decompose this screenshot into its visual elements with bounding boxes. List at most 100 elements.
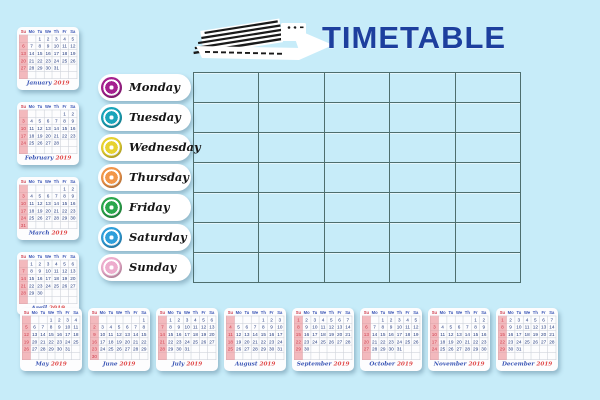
calendar-day-cell: 11 xyxy=(27,124,36,133)
day-pill-sunday[interactable]: Sunday xyxy=(98,253,191,281)
timetable-cell-r7c1[interactable] xyxy=(194,253,260,283)
timetable-cell-r6c4[interactable] xyxy=(390,223,456,253)
calendar-day-cell: 7 xyxy=(51,117,61,125)
calendar-day-cell: 28 xyxy=(51,138,61,147)
calendar-day-cell: 18 xyxy=(438,337,447,346)
calendar-day-cell xyxy=(514,352,524,360)
calendar-day-cell xyxy=(242,315,252,324)
calendar-day-cell: 27 xyxy=(539,337,548,346)
timetable-cell-r1c4[interactable] xyxy=(390,73,456,103)
timetable-cell-r5c3[interactable] xyxy=(324,193,391,223)
calendar-card-october[interactable]: Su Mo Tu We Th Fr Sa 1 2 3 4 5 6 7 8 9 10 11 12 13 14 15 16 17 1… xyxy=(360,308,422,371)
calendar-day-cell: 16 xyxy=(54,330,64,339)
calendar-day-cell xyxy=(370,315,379,324)
calendar-card-november[interactable]: Su Mo Tu We Th Fr Sa 1 2 3 4 5 6 7 8 9 10 11 12 13 14 15 16 17 1… xyxy=(428,308,490,371)
day-pill-monday[interactable]: Monday xyxy=(98,73,191,101)
calendar-day-cell: 5 xyxy=(530,315,540,324)
timetable-cell-r6c3[interactable] xyxy=(324,223,391,253)
timetable-cell-r4c2[interactable] xyxy=(259,163,325,193)
calendar-day-cell: 12 xyxy=(35,124,45,133)
calendar-card-february[interactable]: Su Mo Tu We Th Fr Sa 1 2 3 4 5 6 7 8 9 10 11 12 13 14 15 16 17 1… xyxy=(17,102,79,165)
timetable-cell-r4c5[interactable] xyxy=(455,163,521,193)
calendar-day-cell: 20 xyxy=(539,330,548,339)
timetable-cell-r1c1[interactable] xyxy=(194,73,260,103)
calendar-card-july[interactable]: Su Mo Tu We Th Fr Sa 1 2 3 4 5 6 7 8 9 10 11 12 13 14 15 16 17 1… xyxy=(156,308,218,371)
timetable-cell-r5c1[interactable] xyxy=(194,193,260,223)
timetable-cell-r7c3[interactable] xyxy=(324,253,391,283)
timetable-cell-r6c1[interactable] xyxy=(194,223,260,253)
timetable-cell-r7c2[interactable] xyxy=(259,253,325,283)
timetable-cell-r3c1[interactable] xyxy=(194,133,260,163)
calendar-card-august[interactable]: Su Mo Tu We Th Fr Sa 1 2 3 4 5 6 7 8 9 10 11 12 13 14 15 16 17 1… xyxy=(224,308,286,371)
weekday-header: Th xyxy=(124,310,130,316)
calendar-card-september[interactable]: Su Mo Tu We Th Fr Sa 1 2 3 4 5 6 7 8 9 10 11 12 13 14 15 16 17 1… xyxy=(292,308,354,371)
timetable-cell-r7c5[interactable] xyxy=(455,253,521,283)
calendar-body: Su Mo Tu We Th Fr Sa 1 2 3 4 5 6 7 8 9 10 11 12 13 14 15 16 17 1… xyxy=(430,310,489,368)
calendar-card-may[interactable]: Su Mo Tu We Th Fr Sa 1 2 3 4 5 6 7 8 9 10 11 12 13 14 15 16 17 1… xyxy=(20,308,82,371)
calendar-day-cell: 9 xyxy=(267,323,276,331)
day-pill-thursday[interactable]: Thursday xyxy=(98,163,191,191)
weekday-header: Tu xyxy=(108,310,114,316)
calendar-day-cell xyxy=(35,221,45,229)
calendar-day-cell xyxy=(522,352,532,360)
calendar-day-cell: 12 xyxy=(326,323,336,331)
calendar-month-year-label: September 2019 xyxy=(294,360,352,367)
timetable-cell-r2c4[interactable] xyxy=(390,103,456,133)
calendar-day-cell xyxy=(190,352,200,360)
timetable-cell-r5c2[interactable] xyxy=(259,193,325,223)
calendar-day-cell: 3 xyxy=(394,315,404,324)
timetable-cell-r3c3[interactable] xyxy=(324,133,391,163)
calendar-card-march[interactable]: Su Mo Tu We Th Fr Sa 1 2 3 4 5 6 7 8 9 10 11 12 13 14 15 16 17 1… xyxy=(17,177,79,240)
calendar-day-cell xyxy=(22,315,31,324)
calendar-day-cell: 16 xyxy=(174,330,184,339)
timetable-cell-r1c2[interactable] xyxy=(259,73,325,103)
timetable-cell-r5c4[interactable] xyxy=(390,193,456,223)
timetable-cell-r4c4[interactable] xyxy=(390,163,456,193)
calendar-day-cell xyxy=(43,146,53,154)
calendar-card-december[interactable]: Su Mo Tu We Th Fr Sa 1 2 3 4 5 6 7 8 9 10 11 12 13 14 15 16 17 1… xyxy=(496,308,558,371)
calendar-card-june[interactable]: Su Mo Tu We Th Fr Sa 1 2 3 4 5 6 7 8 9 10 11 12 13 14 15 16 17 1… xyxy=(88,308,150,371)
timetable-cell-r1c5[interactable] xyxy=(455,73,521,103)
calendar-card-april[interactable]: Su Mo Tu We Th Fr Sa 1 2 3 4 5 6 7 8 9 10 11 12 13 14 15 16 17 1… xyxy=(17,252,79,315)
timetable-cell-r2c2[interactable] xyxy=(259,103,325,133)
timetable-cell-r2c3[interactable] xyxy=(324,103,391,133)
calendar-day-cell: 24 xyxy=(514,337,524,346)
timetable-cell-r6c2[interactable] xyxy=(259,223,325,253)
timetable-cell-r3c4[interactable] xyxy=(390,133,456,163)
timetable-cell-r5c5[interactable] xyxy=(455,193,521,223)
day-pill-friday[interactable]: Friday xyxy=(98,193,191,221)
calendar-day-cell: 15 xyxy=(27,274,36,283)
day-pill-saturday[interactable]: Saturday xyxy=(98,223,191,251)
timetable-cell-r4c3[interactable] xyxy=(324,163,391,193)
calendar-day-cell xyxy=(335,344,344,353)
calendar-day-cell: 11 xyxy=(27,199,36,208)
timetable-cell-r2c1[interactable] xyxy=(194,103,260,133)
calendar-table: Su Mo Tu We Th Fr Sa 1 2 3 4 5 6 7 8 9 10 11 12 13 14 15 16 17 1… xyxy=(19,254,78,304)
calendar-day-cell: 4 xyxy=(60,34,69,43)
calendar-day-cell: 29 xyxy=(46,344,56,353)
timetable-cell-r3c2[interactable] xyxy=(259,133,325,163)
calendar-day-cell: 19 xyxy=(326,330,336,339)
timetable-cell-r1c3[interactable] xyxy=(324,73,391,103)
calendar-day-cell xyxy=(166,352,175,360)
day-pill-wednesday[interactable]: Wednesday xyxy=(98,133,201,161)
calendar-day-cell: 27 xyxy=(30,344,39,353)
timetable-cell-r2c5[interactable] xyxy=(455,103,521,133)
calendar-day-cell: 18 xyxy=(318,330,328,339)
calendar-day-cell xyxy=(98,352,107,360)
calendar-day-cell: 28 xyxy=(131,344,140,353)
calendar-month: March xyxy=(28,229,50,237)
timetable-cell-r4c1[interactable] xyxy=(194,163,260,193)
calendar-day-cell xyxy=(250,315,260,324)
calendar-year: 2019 xyxy=(466,360,485,368)
timetable-cell-r7c4[interactable] xyxy=(390,253,456,283)
calendar-day-cell: 15 xyxy=(166,330,175,339)
tuesday-bullet-icon xyxy=(101,106,122,128)
calendar-day-cell xyxy=(43,71,53,79)
calendar-card-january[interactable]: Su Mo Tu We Th Fr Sa 1 2 3 4 5 6 7 8 9 10 11 12 13 14 15 16 17 1… xyxy=(17,27,79,90)
timetable-cell-r6c5[interactable] xyxy=(455,223,521,253)
weekday-header: Fr xyxy=(62,29,67,35)
timetable-cell-r3c5[interactable] xyxy=(455,133,521,163)
calendar-day-cell: 16 xyxy=(267,330,276,339)
day-pill-tuesday[interactable]: Tuesday xyxy=(98,103,191,131)
